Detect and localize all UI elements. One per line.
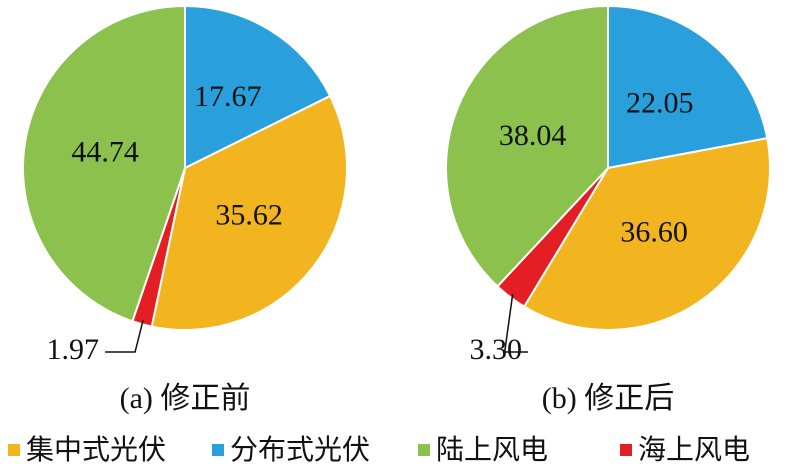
legend-label: 海上风电	[638, 433, 750, 466]
pie-slice	[150, 94, 348, 331]
legend-swatch	[418, 444, 430, 456]
subtitle: (b) 修正后	[542, 382, 674, 415]
pie-slice	[184, 4, 332, 170]
pie-slice	[22, 4, 186, 323]
pie-slice	[445, 4, 609, 288]
value-label: 3.30	[470, 333, 523, 366]
legend-label: 陆上风电	[436, 433, 548, 466]
legend-swatch	[620, 444, 632, 456]
pie-slice	[522, 136, 771, 331]
value-label: 38.04	[499, 119, 567, 152]
leader-line	[503, 293, 528, 353]
legend-label: 集中式光伏	[26, 433, 166, 466]
legend-swatch	[212, 444, 224, 456]
value-label: 44.74	[71, 136, 139, 169]
value-label: 1.97	[47, 333, 100, 366]
subtitle: (a) 修正前	[120, 382, 251, 415]
value-label: 36.60	[620, 215, 688, 248]
legend-label: 分布式光伏	[230, 433, 370, 466]
legend-swatch	[8, 444, 20, 456]
leader-line	[105, 320, 144, 353]
pie-slice	[607, 4, 769, 170]
value-label: 22.05	[626, 87, 694, 120]
value-label: 35.62	[215, 198, 283, 231]
value-label: 17.67	[194, 80, 262, 113]
